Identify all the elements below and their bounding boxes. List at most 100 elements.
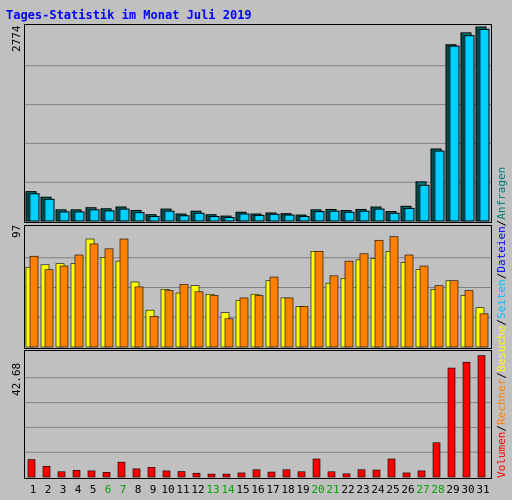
bar-anfragen-day-7-shade [116,207,118,221]
bar-anfragen-day-6-shade [101,208,103,221]
x-tick-label-day-21: 21 [326,483,339,496]
bar-rechner-day-2 [44,269,54,348]
x-tick-label-day-10: 10 [161,483,174,496]
bar-rechner-day-16 [254,295,264,348]
bar-dateien-day-11-shade [179,215,181,221]
bar-dateien-day-4 [73,211,85,222]
bar-volumen-day-16 [252,469,261,478]
bar-dateien-day-17-shade [269,214,271,221]
bar-volumen-day-23 [357,469,366,478]
bar-anfragen-day-1-shade [26,191,28,221]
bar-dateien-day-10-shade [164,211,166,221]
bar-volumen-day-26 [402,472,411,478]
x-tick-label-day-14: 14 [221,483,235,496]
x-tick-label-day-31: 31 [476,483,489,496]
x-tick-label-day-8: 8 [135,483,142,496]
chart-title: Tages-Statistik im Monat Juli 2019 [6,8,252,22]
bar-rechner-day-15 [239,297,249,348]
bar-dateien-day-2-shade [44,199,46,221]
bar-dateien-day-12-shade [194,213,196,221]
bar-anfragen-day-21-shade [326,209,328,221]
x-tick-label-day-25: 25 [386,483,399,496]
bar-dateien-day-8-shade [134,212,136,221]
x-tick-label-day-7: 7 [120,483,127,496]
bar-dateien-day-15-shade [239,214,241,221]
bar-dateien-day-19 [298,215,310,222]
bar-anfragen-day-17-shade [266,212,268,221]
bar-dateien-day-14 [223,217,235,222]
x-tick-label-day-9: 9 [150,483,157,496]
bar-anfragen-day-14-shade [221,216,223,221]
bar-volumen-day-2 [42,465,51,478]
bar-dateien-day-1 [28,193,40,222]
x-tick-label-day-18: 18 [281,483,294,496]
bar-anfragen-day-9-shade [146,214,148,221]
bar-volumen-day-3 [57,471,66,478]
bar-rechner-day-30 [464,290,474,348]
bar-rechner-day-17 [269,276,279,348]
bar-anfragen-day-30-shade [461,32,463,222]
bar-dateien-day-25-shade [389,213,391,221]
bar-anfragen-day-31-shade [476,27,478,221]
bar-rechner-day-6 [104,248,114,348]
bar-dateien-day-5 [88,209,100,222]
bar-volumen-day-7 [117,461,126,478]
bar-dateien-day-22 [343,211,355,222]
x-tick-label-day-22: 22 [341,483,354,496]
x-tick-label-day-15: 15 [236,483,249,496]
bar-dateien-day-9 [148,215,160,222]
bar-rechner-day-10 [164,290,174,348]
bar-volumen-day-11 [177,471,186,478]
bar-rechner-day-1 [29,255,39,348]
bar-dateien-day-16-shade [254,215,256,221]
bar-volumen-day-1 [27,459,36,478]
bar-volumen-day-25 [387,458,396,478]
bar-dateien-day-21 [328,210,340,222]
bar-rechner-day-4 [74,254,84,348]
bar-dateien-day-26-shade [404,208,406,221]
bar-rechner-day-14 [224,318,234,348]
bar-volumen-day-8 [132,468,141,478]
bar-rechner-day-18 [284,297,294,348]
bar-dateien-day-19-shade [299,216,301,221]
bar-dateien-day-31-shade [479,29,481,222]
bar-anfragen-day-23-shade [356,209,358,221]
x-tick-label-day-23: 23 [356,483,369,496]
bar-dateien-day-24-shade [374,209,376,221]
bar-dateien-day-1-shade [29,193,31,221]
bar-dateien-day-28-shade [434,151,436,221]
bar-dateien-day-18 [283,214,295,222]
bar-dateien-day-26 [403,207,415,222]
bar-anfragen-day-20-shade [311,209,313,221]
bar-rechner-day-5 [89,243,99,348]
x-tick-label-day-29: 29 [446,483,459,496]
bar-volumen-day-10 [162,470,171,478]
bar-dateien-day-3 [58,211,70,222]
bar-anfragen-day-11-shade [176,214,178,221]
bar-rechner-day-28 [434,285,444,348]
bar-volumen-day-13 [207,473,216,478]
bar-dateien-day-3-shade [59,211,61,221]
bar-dateien-day-28 [433,150,445,222]
bar-rechner-day-31 [479,313,489,348]
bar-anfragen-day-24-shade [371,207,373,221]
bar-dateien-day-25 [388,212,400,222]
bar-dateien-day-27-shade [419,185,421,221]
bar-anfragen-day-25-shade [386,211,388,221]
x-tick-label-day-1: 1 [30,483,37,496]
bar-dateien-day-11 [178,215,190,222]
bar-volumen-day-4 [72,470,81,478]
bar-dateien-day-21-shade [329,211,331,221]
x-tick-label-day-13: 13 [206,483,219,496]
bar-dateien-day-4-shade [74,211,76,221]
bar-volumen-day-21 [327,471,336,478]
bar-dateien-day-14-shade [224,217,226,221]
bar-dateien-day-22-shade [344,212,346,221]
bar-volumen-day-24 [372,469,381,478]
bar-anfragen-day-8-shade [131,210,133,221]
bar-volumen-day-5 [87,470,96,478]
bar-volumen-day-14 [222,473,231,478]
bar-dateien-day-8 [133,212,145,222]
bar-dateien-day-9-shade [149,216,151,221]
